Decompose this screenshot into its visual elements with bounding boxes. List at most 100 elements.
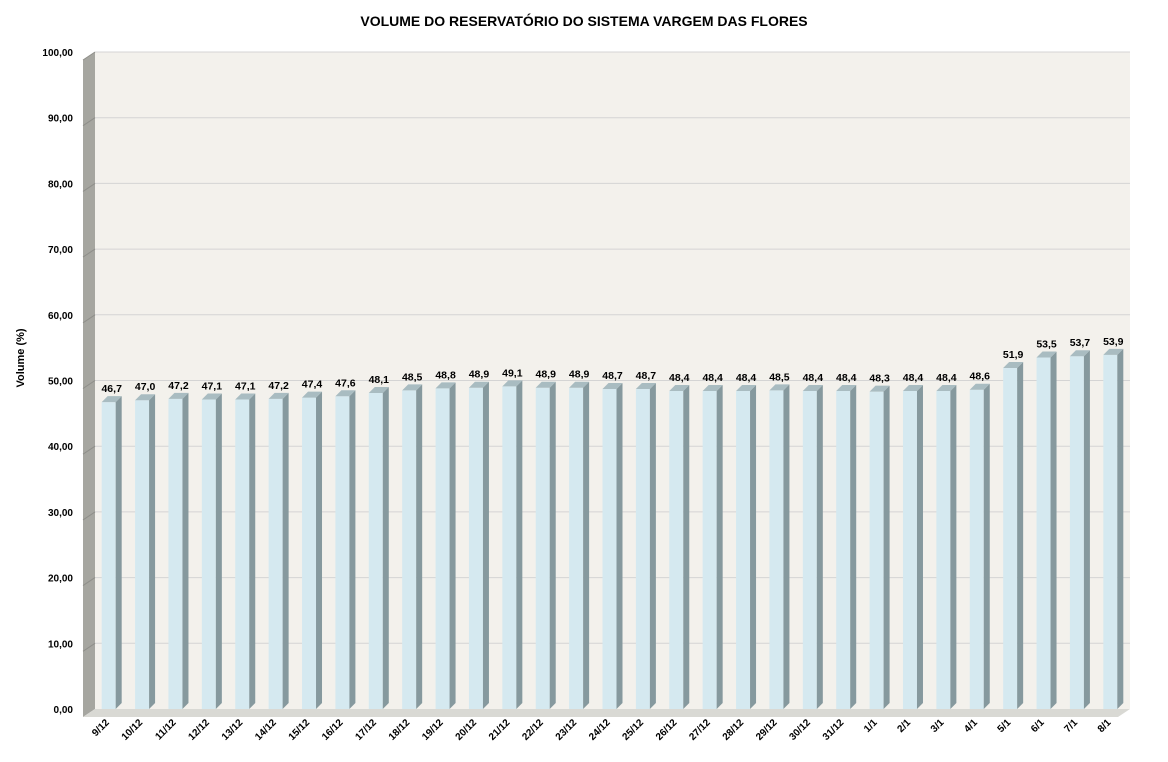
data-label: 48,6 — [970, 371, 991, 383]
bar — [969, 389, 984, 709]
bar — [201, 399, 216, 709]
x-tick-label: 1/1 — [862, 717, 880, 735]
data-label: 48,7 — [602, 370, 623, 382]
x-tick-label: 15/12 — [287, 717, 313, 743]
bar-top — [468, 381, 489, 388]
bar-top — [736, 385, 757, 392]
data-label: 47,6 — [335, 377, 356, 389]
x-tick-label: 13/12 — [220, 717, 246, 743]
bar-side — [1117, 348, 1124, 709]
data-label: 46,7 — [101, 383, 122, 395]
bar-top — [235, 393, 256, 400]
bar-top — [435, 382, 456, 389]
bar — [769, 390, 784, 709]
bar-side — [449, 382, 456, 709]
data-label: 48,1 — [369, 374, 390, 386]
y-tick-label: 70,00 — [48, 245, 73, 256]
data-label: 48,9 — [469, 369, 490, 381]
data-label: 53,5 — [1036, 339, 1057, 351]
x-tick-label: 9/12 — [90, 717, 112, 739]
bar-side — [249, 393, 256, 709]
bar-side — [316, 391, 323, 709]
x-tick-label: 8/1 — [1096, 717, 1114, 735]
bar-top — [836, 385, 857, 392]
bar — [402, 390, 417, 709]
bar-side — [983, 383, 990, 709]
bar-side — [816, 385, 823, 709]
x-tick-label: 19/12 — [420, 717, 446, 743]
bar-top — [902, 385, 923, 392]
x-tick-label: 23/12 — [554, 717, 580, 743]
bar-top — [635, 383, 656, 390]
bar-top — [769, 384, 790, 391]
bar — [836, 391, 851, 709]
y-tick-label: 10,00 — [48, 639, 73, 650]
y-tick-label: 80,00 — [48, 179, 73, 190]
x-tick-label: 4/1 — [962, 717, 980, 735]
bar-top — [335, 390, 356, 397]
data-label: 47,1 — [235, 381, 256, 393]
x-tick-label: 20/12 — [454, 717, 480, 743]
bar-side — [182, 392, 189, 709]
bar — [1103, 354, 1118, 709]
bar-side — [883, 385, 890, 709]
bar — [1036, 357, 1051, 709]
bar-top — [402, 384, 423, 391]
bar-top — [669, 385, 690, 392]
x-tick-label: 29/12 — [754, 717, 780, 743]
x-tick-label: 10/12 — [120, 717, 146, 743]
data-label: 47,0 — [135, 381, 156, 393]
data-label: 48,9 — [569, 369, 590, 381]
bar-top — [936, 385, 957, 392]
gridline-side — [82, 182, 96, 192]
bar — [468, 387, 483, 709]
bar — [1003, 368, 1018, 709]
x-tick-label: 24/12 — [587, 717, 613, 743]
gridline-side — [82, 248, 96, 258]
data-label: 48,5 — [769, 371, 790, 383]
bar-top — [302, 391, 323, 398]
x-tick-label: 22/12 — [520, 717, 546, 743]
data-label: 47,4 — [302, 379, 323, 391]
y-tick-label: 30,00 — [48, 508, 73, 519]
x-tick-label: 6/1 — [1029, 717, 1047, 735]
y-tick-label: 90,00 — [48, 114, 73, 125]
x-tick-label: 17/12 — [353, 717, 379, 743]
bar — [669, 391, 684, 709]
bar-side — [750, 385, 757, 709]
x-tick-label: 27/12 — [687, 717, 713, 743]
gridline-side — [82, 314, 96, 324]
data-label: 53,9 — [1103, 336, 1124, 348]
bar-side — [282, 392, 289, 709]
bar — [302, 397, 317, 709]
data-label: 48,8 — [435, 369, 456, 381]
y-tick-label: 0,00 — [54, 705, 74, 716]
y-tick-label: 20,00 — [48, 574, 73, 585]
x-tick-label: 30/12 — [787, 717, 813, 743]
bar-side — [349, 390, 356, 709]
data-label: 48,4 — [803, 372, 824, 384]
data-label: 47,2 — [268, 380, 289, 392]
y-tick-label: 100,00 — [42, 48, 73, 59]
bar-top — [201, 393, 222, 400]
bar-top — [1069, 350, 1090, 357]
bar-side — [950, 385, 957, 709]
bar-top — [702, 385, 723, 392]
x-tick-label: 16/12 — [320, 717, 346, 743]
data-label: 48,4 — [669, 372, 690, 384]
bar — [235, 399, 250, 709]
data-label: 48,4 — [702, 372, 723, 384]
bar-side — [482, 381, 489, 709]
bar-side — [716, 385, 723, 709]
bar-top — [802, 385, 823, 392]
bar-top — [1003, 362, 1024, 369]
x-tick-label: 14/12 — [253, 717, 279, 743]
bar-top — [969, 383, 990, 390]
data-label: 48,9 — [536, 369, 557, 381]
x-tick-label: 25/12 — [621, 717, 647, 743]
data-label: 48,7 — [636, 370, 657, 382]
bar — [535, 387, 550, 709]
bar — [268, 398, 283, 709]
